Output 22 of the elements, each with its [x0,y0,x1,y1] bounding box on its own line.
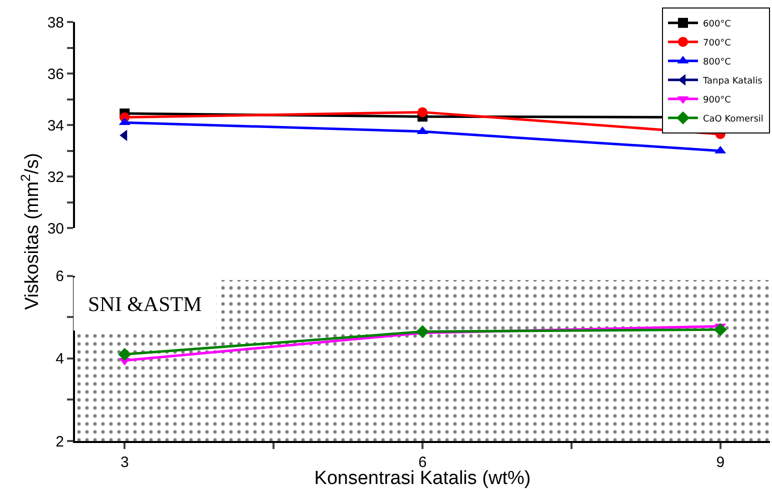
legend-label: 800°C [703,57,731,68]
y-tick-label: 32 [47,168,64,186]
band-label: SNI &ASTM [88,292,202,316]
x-tick-label: 3 [120,454,129,471]
x-axis-title: Konsentrasi Katalis (wt%) [314,468,531,489]
legend-label: CaO Komersil [703,114,764,124]
y-tick-label: 4 [56,350,64,368]
legend-label: 600°C [703,19,731,30]
y-tick-label: 38 [47,14,64,32]
legend-label: 900°C [703,95,731,106]
point [416,325,429,338]
point [418,107,428,118]
y-tick-label: 36 [47,66,64,83]
legend-label: Tanpa Katalis [702,76,763,86]
y-tick-label: 34 [47,117,64,134]
y-tick-label: 30 [47,220,64,238]
x-tick-label: 9 [716,454,725,471]
legend-label: 700°C [703,38,731,48]
point [118,348,132,361]
y-tick-label: 2 [56,433,64,450]
x-tick-label: 6 [418,454,427,471]
y-tick-label: 6 [56,268,64,286]
